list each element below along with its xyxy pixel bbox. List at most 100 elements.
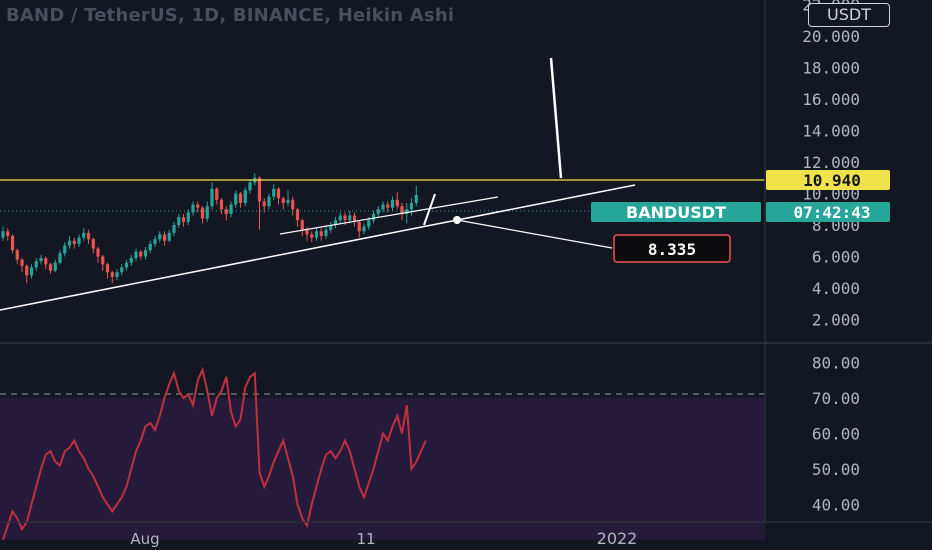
candle-body (343, 215, 347, 221)
candle (96, 247, 100, 263)
candle (229, 201, 233, 218)
candle (333, 217, 338, 229)
rsi-tick: 80.00 (812, 354, 860, 373)
candle (390, 196, 395, 211)
candle (281, 196, 285, 210)
candle-body (91, 239, 95, 249)
candle (101, 254, 105, 271)
candle-body (390, 199, 395, 208)
symbol-label[interactable]: BANDUSDT (626, 203, 726, 222)
candle (395, 191, 399, 210)
candle (134, 248, 138, 262)
candle-body (338, 215, 342, 221)
candle-body (319, 231, 323, 237)
candle (82, 228, 86, 241)
price-tick: 20.000 (802, 27, 860, 46)
projection-line[interactable] (549, 57, 563, 179)
candle-body (63, 245, 67, 254)
candle (276, 187, 281, 205)
candle-body (29, 267, 34, 276)
candle-body (357, 221, 361, 232)
candle-body (234, 193, 238, 205)
candle (248, 179, 252, 194)
candle (15, 248, 19, 265)
level-price-label-bg (766, 170, 890, 190)
candle (139, 250, 143, 260)
candle-body (77, 237, 81, 244)
candle (86, 229, 91, 244)
candle-body (153, 239, 157, 244)
support-trendline[interactable] (0, 184, 636, 311)
candle (267, 193, 271, 210)
candle-body (238, 193, 243, 203)
candle-body (15, 250, 19, 260)
rsi-line (2, 366, 427, 541)
currency-badge[interactable]: USDT (808, 3, 890, 27)
candle (63, 242, 67, 257)
candle (300, 218, 304, 237)
candle (357, 220, 361, 238)
candle-body (177, 217, 181, 225)
candle-body (272, 188, 276, 197)
candle-body (124, 262, 129, 268)
breakout-arrow-line[interactable] (423, 193, 436, 226)
candle-body (96, 248, 100, 257)
countdown-label-bg (766, 202, 890, 222)
target-price-callout[interactable] (613, 234, 731, 263)
candle-body (362, 226, 366, 232)
candle (162, 231, 167, 246)
candle (129, 254, 133, 266)
candle-body (129, 258, 133, 263)
candle-body (381, 204, 385, 210)
candle-body (196, 204, 200, 208)
candle (257, 176, 262, 230)
candle-body (115, 272, 119, 277)
candle (324, 224, 328, 240)
candle (181, 213, 186, 227)
candle-body (6, 231, 10, 237)
candle (72, 237, 76, 249)
price-tick: 18.000 (802, 59, 860, 78)
candle (409, 198, 414, 216)
candle-body (291, 199, 295, 210)
candle (20, 258, 24, 273)
candle-body (348, 215, 352, 221)
candle-body (229, 204, 233, 214)
candle (191, 201, 195, 216)
candle (291, 196, 295, 216)
candle-body (86, 232, 91, 240)
candle-body (20, 259, 24, 266)
candle-body (143, 250, 148, 257)
candle (400, 202, 404, 221)
candle-body (276, 188, 281, 199)
rsi-axis[interactable]: 80.00 70.00 60.00 50.00 40.00 (812, 354, 860, 515)
candle-body (267, 196, 271, 207)
candle-body (414, 195, 418, 203)
candle (25, 264, 29, 284)
candle (196, 201, 200, 213)
callout-anchor[interactable] (453, 216, 461, 224)
level-price-label: 10.940 (803, 171, 861, 190)
candle-body (82, 232, 86, 238)
time-axis[interactable]: Aug 11 2022 (130, 529, 637, 548)
candle-body (333, 220, 338, 225)
rsi-tick: 70.00 (812, 389, 860, 408)
rsi-tick: 60.00 (812, 425, 860, 444)
candle (1, 226, 5, 241)
channel-trendline[interactable] (279, 196, 499, 235)
candle (153, 236, 157, 248)
candle-body (305, 229, 309, 235)
price-tick: 16.000 (802, 90, 860, 109)
candle-body (376, 209, 380, 214)
candle-body (367, 220, 371, 227)
rsi-tick: 40.00 (812, 495, 860, 514)
candle (158, 231, 162, 243)
candle (186, 209, 190, 225)
candle (205, 201, 209, 222)
candle-body (219, 199, 224, 210)
candle-body (44, 258, 48, 265)
price-tick: 2.000 (812, 310, 860, 329)
candle (376, 206, 380, 218)
candle-body (386, 204, 390, 208)
